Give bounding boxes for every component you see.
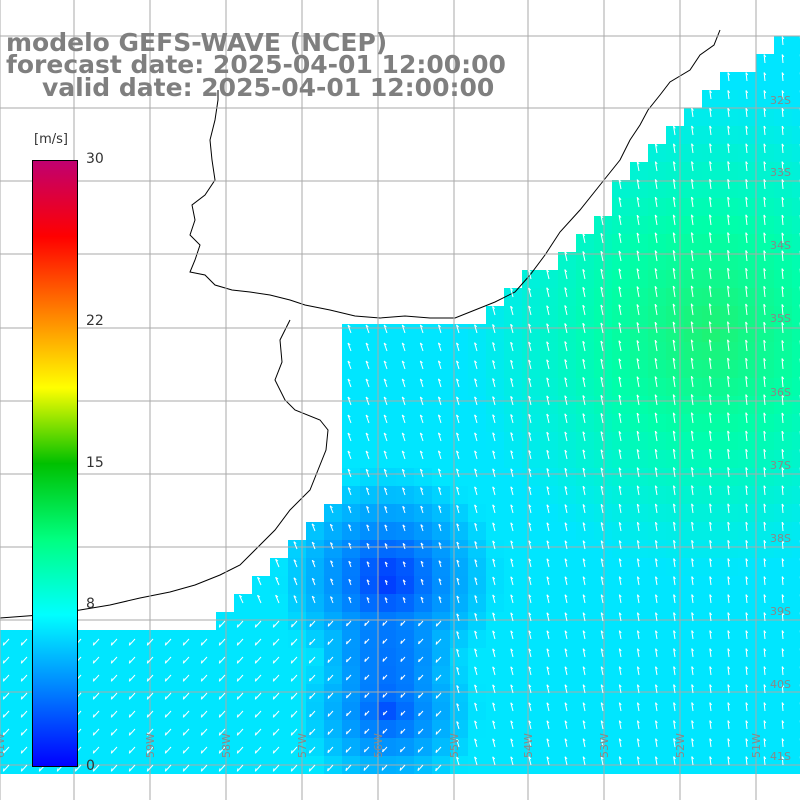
colorbar-tick: 22 [86, 312, 104, 329]
wind-vectors [2, 36, 800, 772]
coastline-south [0, 319, 329, 619]
longitude-label: 58W [220, 733, 233, 758]
valid-date: valid date: 2025-04-01 12:00:00 [42, 73, 495, 102]
colorbar-tick: 8 [86, 596, 95, 613]
latitude-label: 36S [770, 386, 791, 399]
colorbar-tick: 0 [86, 758, 95, 774]
coastline [189, 29, 721, 319]
longitude-label: 53W [598, 733, 611, 758]
latitude-label: 34S [770, 239, 791, 252]
latitude-label: 33S [770, 166, 791, 179]
longitude-label: 55W [448, 733, 461, 758]
latitude-label: 41S [770, 750, 791, 763]
latitude-label: 32S [770, 94, 791, 107]
latitude-labels: 32S 33S 34S 35S 36S 37S 38S 39S 40S 41S [770, 94, 791, 763]
longitude-label: 59W [144, 733, 157, 758]
latitude-label: 35S [770, 312, 791, 325]
latitude-label: 40S [770, 678, 791, 691]
longitude-label: 51W [750, 733, 763, 758]
forecast-date: forecast date: 2025-04-01 12:00:00 [6, 50, 506, 79]
latitude-label: 37S [770, 459, 791, 472]
colorbar-units: [m/s] [34, 132, 68, 147]
colorbar-tick: 30 [86, 151, 104, 167]
longitude-label: 61W [0, 733, 7, 758]
longitude-label: 52W [674, 733, 687, 758]
longitude-label: 57W [296, 733, 309, 758]
longitude-label: 56W [372, 733, 385, 758]
colorbar [32, 160, 78, 767]
model-title: modelo GEFS-WAVE (NCEP) [6, 28, 388, 57]
latitude-label: 38S [770, 532, 791, 545]
colorbar-tick: 15 [86, 454, 104, 471]
longitude-label: 54W [522, 733, 535, 758]
latitude-label: 39S [770, 605, 791, 618]
